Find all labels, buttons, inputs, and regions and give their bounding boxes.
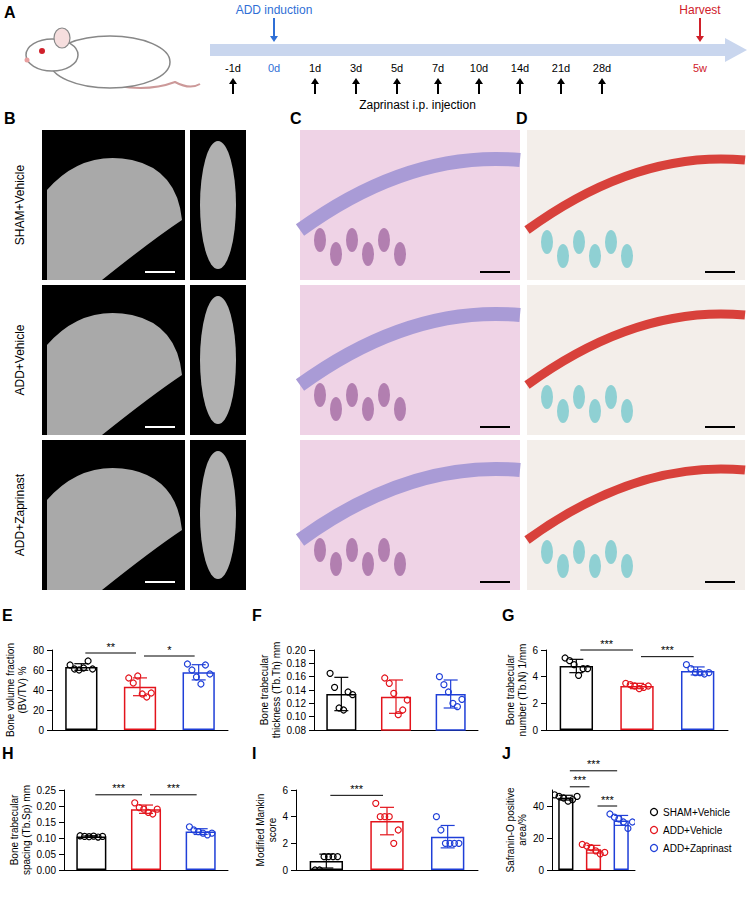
svg-text:3d: 3d [350,62,362,74]
svg-text:0.14: 0.14 [287,685,307,696]
svg-text:4: 4 [532,671,538,682]
svg-text:***: *** [350,783,364,795]
svg-text:60: 60 [33,665,45,676]
svg-text:***: *** [661,644,675,656]
svg-text:0.25: 0.25 [37,785,57,796]
svg-text:*: * [167,644,172,656]
svg-text:0.18: 0.18 [287,658,307,669]
svg-text:0: 0 [38,725,44,736]
svg-text:21d: 21d [552,62,570,74]
svg-text:ADD+Zaprinast: ADD+Zaprinast [13,473,27,556]
svg-text:***: *** [587,758,601,770]
svg-text:ADD induction: ADD induction [236,3,313,17]
svg-text:7d: 7d [432,62,444,74]
svg-text:0.12: 0.12 [287,698,307,709]
svg-text:14d: 14d [511,62,529,74]
svg-text:40: 40 [33,685,45,696]
svg-text:***: *** [600,638,614,650]
svg-text:4: 4 [282,811,288,822]
svg-text:0.16: 0.16 [287,671,307,682]
svg-text:0.05: 0.05 [37,849,57,860]
svg-text:Bone volume fraction: Bone volume fraction [5,643,16,737]
svg-text:***: *** [573,774,587,786]
svg-text:thickness (Tb.Th) mm: thickness (Tb.Th) mm [271,642,282,739]
svg-text:-1d: -1d [225,62,241,74]
svg-text:Bone trabecular: Bone trabecular [259,654,270,725]
svg-text:ADD+Zaprinast: ADD+Zaprinast [663,843,732,854]
svg-text:0.08: 0.08 [287,725,307,736]
svg-text:0.10: 0.10 [37,833,57,844]
svg-text:0: 0 [282,865,288,876]
svg-text:10d: 10d [470,62,488,74]
svg-text:F: F [252,607,262,624]
svg-text:D: D [516,110,528,127]
svg-text:28d: 28d [593,62,611,74]
svg-text:C: C [290,110,302,127]
svg-text:A: A [4,4,16,21]
svg-text:20: 20 [33,705,45,716]
svg-text:1d: 1d [309,62,321,74]
svg-text:20: 20 [533,833,545,844]
svg-text:2: 2 [532,698,538,709]
svg-text:5d: 5d [391,62,403,74]
svg-text:J: J [502,745,511,762]
svg-text:0.00: 0.00 [37,865,57,876]
svg-text:area/%: area/% [517,814,528,846]
svg-text:***: *** [112,782,126,794]
svg-text:0.20: 0.20 [37,801,57,812]
svg-text:B: B [4,110,16,127]
svg-text:SHAM+Vehicle: SHAM+Vehicle [663,807,730,818]
svg-text:2: 2 [282,838,288,849]
svg-text:Bone trabecular: Bone trabecular [505,654,516,725]
svg-text:G: G [502,607,514,624]
svg-text:ADD+Vehicle: ADD+Vehicle [13,324,27,395]
svg-text:Zaprinast i.p. injection: Zaprinast i.p. injection [359,98,476,112]
svg-text:0.20: 0.20 [287,645,307,656]
svg-text:spacing (Tb.Sp) mm: spacing (Tb.Sp) mm [21,785,32,875]
svg-text:Bone trabecular: Bone trabecular [9,794,20,865]
svg-text:6: 6 [282,785,288,796]
svg-text:0.15: 0.15 [37,817,57,828]
svg-text:I: I [252,745,256,762]
svg-text:0.10: 0.10 [287,711,307,722]
svg-text:Harvest: Harvest [679,3,721,17]
svg-text:ADD+Vehicle: ADD+Vehicle [663,825,723,836]
svg-text:Modified Mankin: Modified Mankin [255,794,266,867]
svg-text:(BV/TV) %: (BV/TV) % [17,666,28,713]
svg-text:0: 0 [538,865,544,876]
svg-text:number (Tb.N) 1/mm: number (Tb.N) 1/mm [517,644,528,737]
svg-text:H: H [2,745,14,762]
svg-text:E: E [2,607,13,624]
svg-text:Safranin-O positive: Safranin-O positive [505,787,516,872]
svg-text:***: *** [167,782,181,794]
svg-text:SHAM+Vehicle: SHAM+Vehicle [13,164,27,245]
svg-text:0: 0 [532,725,538,736]
svg-text:0d: 0d [268,62,280,74]
svg-text:5w: 5w [693,62,707,74]
svg-text:80: 80 [33,645,45,656]
svg-text:**: ** [106,641,115,653]
svg-text:40: 40 [533,801,545,812]
svg-text:score: score [267,817,278,842]
svg-text:6: 6 [532,645,538,656]
svg-text:***: *** [601,794,615,806]
